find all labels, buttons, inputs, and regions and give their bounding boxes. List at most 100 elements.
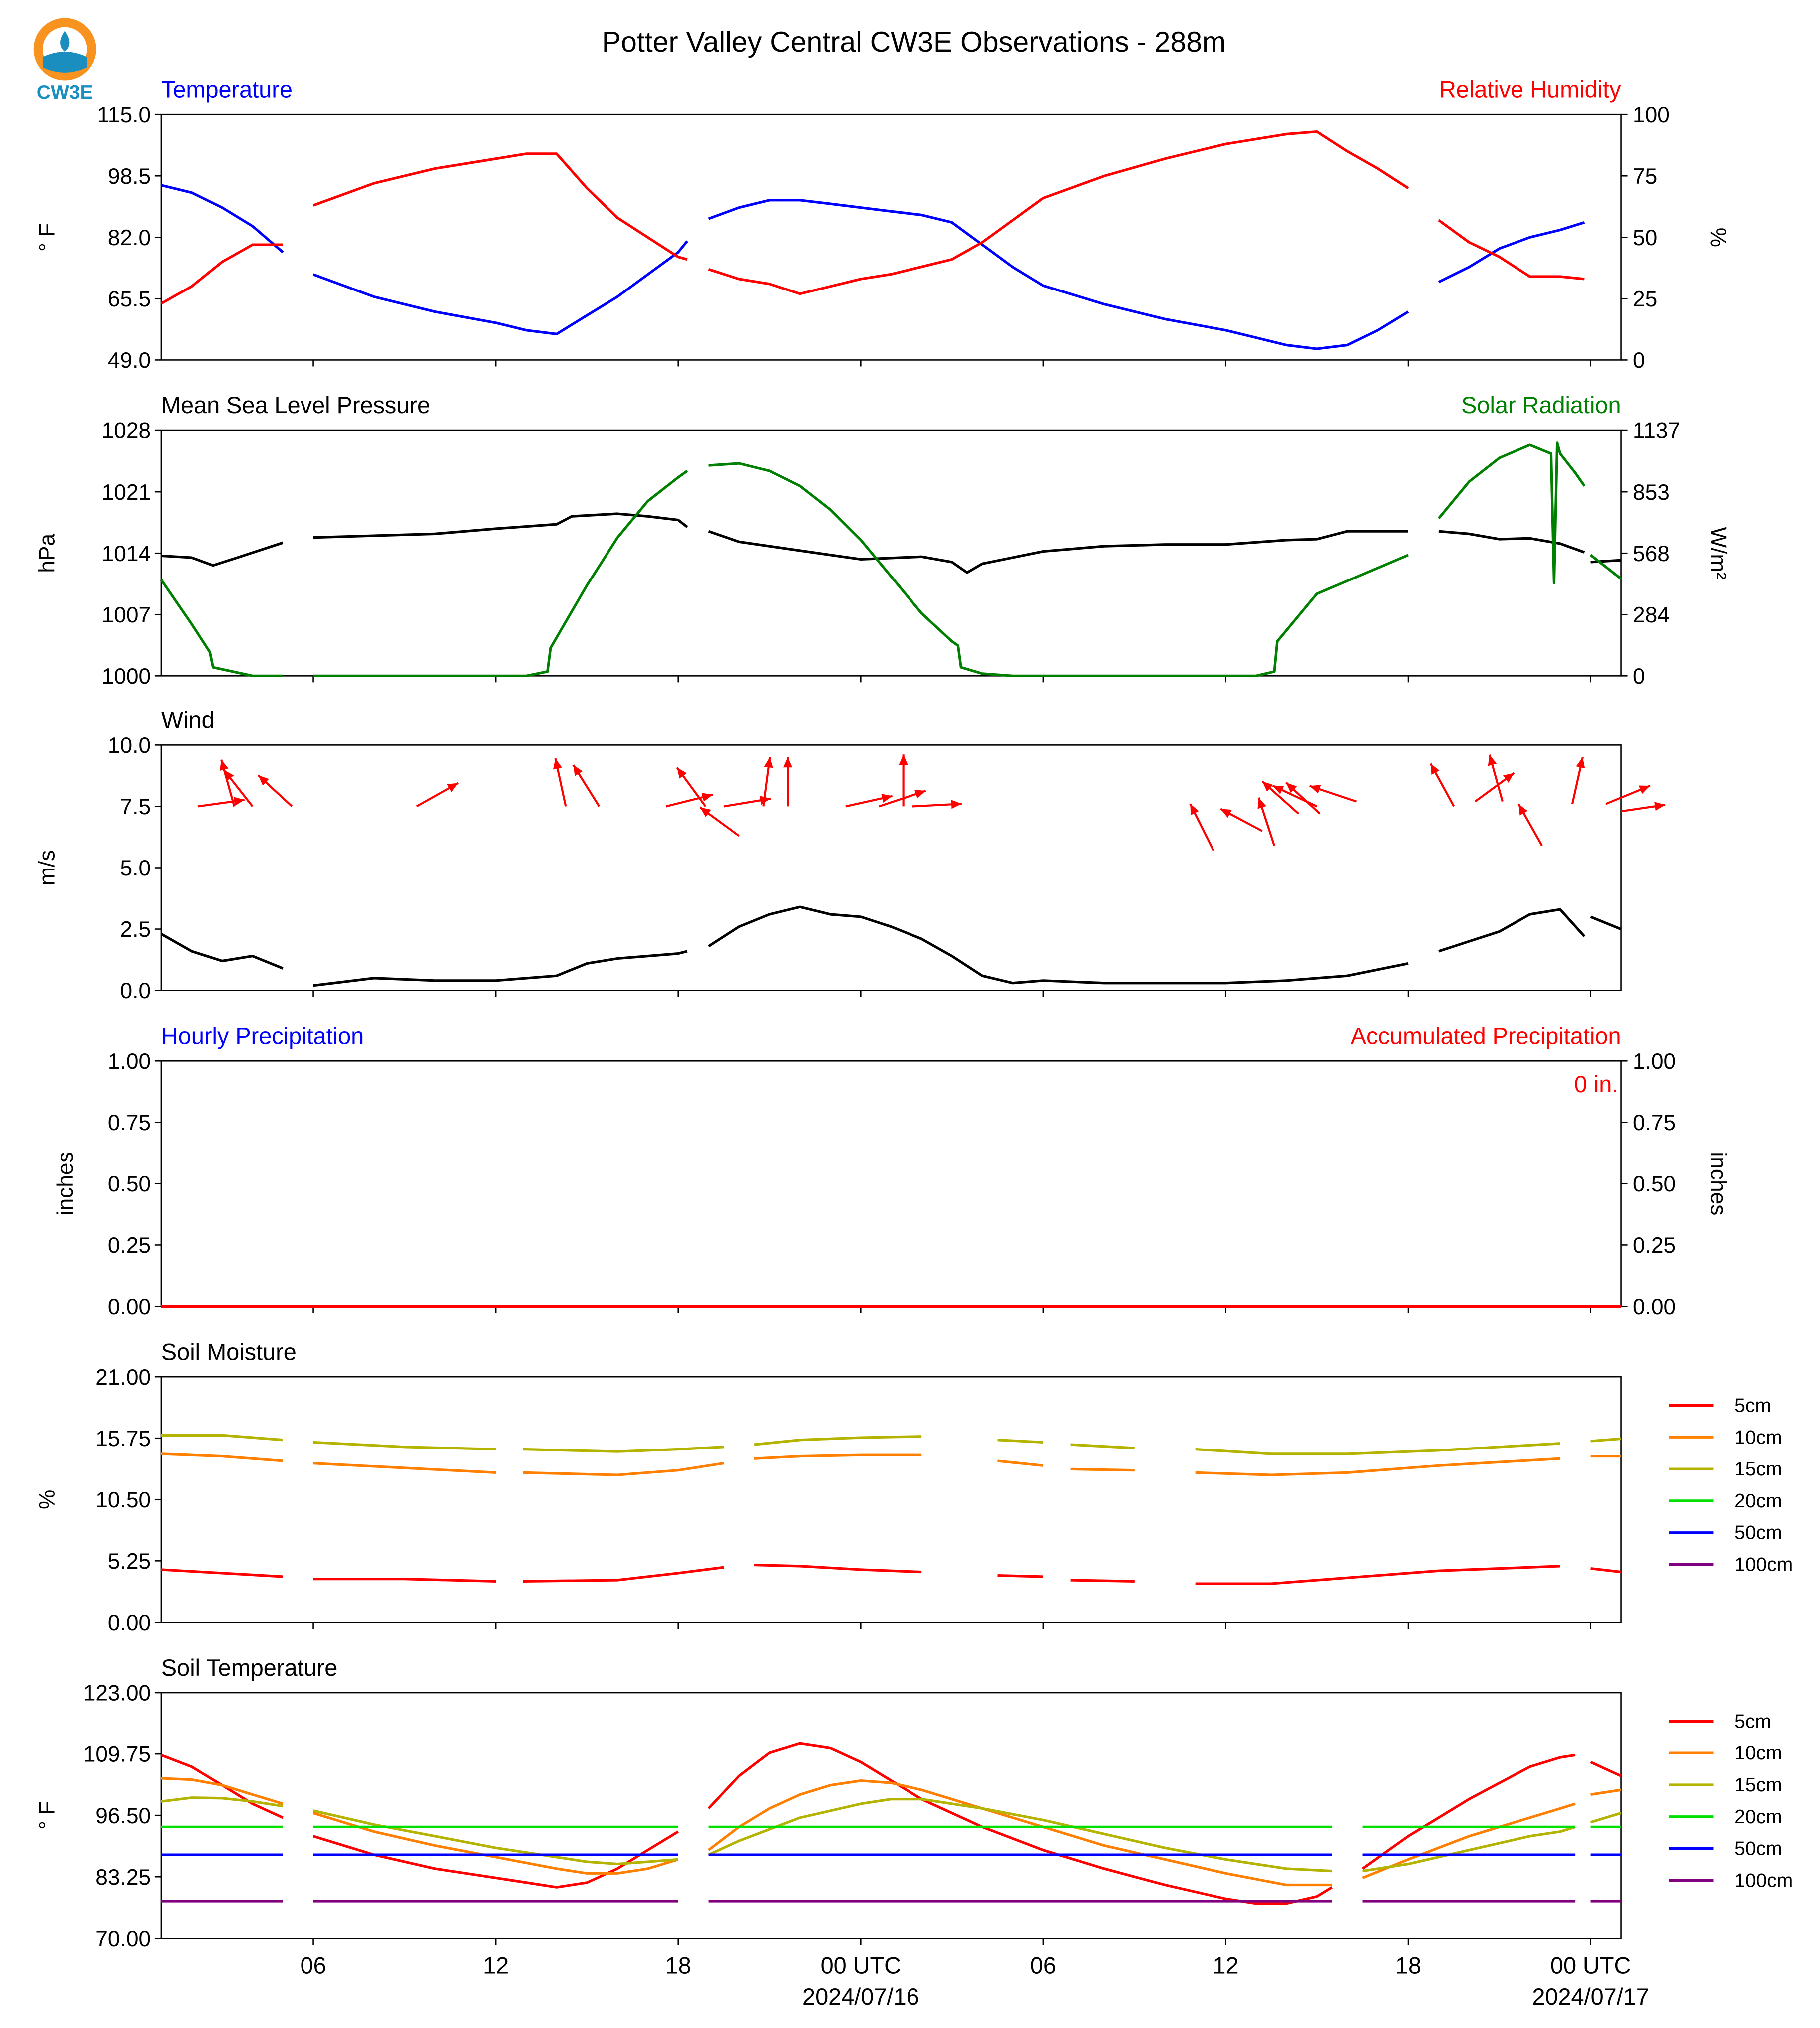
logo-drop — [60, 31, 70, 52]
y-tick-label: 70.00 — [95, 1927, 151, 1951]
y-tick-label: 49.0 — [108, 348, 151, 373]
y2-tick-label: 1137 — [1633, 419, 1680, 443]
y-tick-label: 21.00 — [95, 1365, 151, 1390]
y2-axis-label: inches — [1706, 1152, 1730, 1215]
series-15cm — [161, 1796, 1622, 1873]
y2-tick-label: 0 — [1633, 348, 1645, 373]
figure-title: Potter Valley Central CW3E Observations … — [602, 26, 1226, 58]
series-temperature — [161, 185, 1621, 349]
y-tick-label: 15.75 — [95, 1427, 151, 1451]
x-date-label: 2024/07/16 — [802, 1984, 919, 2010]
panel-title-left: Wind — [161, 707, 215, 733]
y-axis-label: ° F — [35, 223, 59, 252]
cw3e-logo: CW3E — [33, 18, 96, 103]
y2-axis-label: % — [1706, 228, 1730, 247]
series-10cm — [161, 1777, 1621, 1887]
wind-arrow-head — [899, 754, 908, 765]
accumulation-annotation: 0 in. — [1574, 1071, 1619, 1097]
x-tick-label: 00 UTC — [1550, 1953, 1631, 1979]
panel-title-left: Hourly Precipitation — [161, 1023, 364, 1049]
y2-tick-label: 284 — [1633, 603, 1670, 627]
legend-label: 100cm — [1734, 1870, 1793, 1891]
y-tick-label: 5.0 — [120, 856, 151, 880]
wind-arrow-head — [700, 807, 711, 817]
panel-precip: 0.00 0.25 0.50 0.75 1.00 0.00 0.25 0.50 0.75 1.00… — [53, 1023, 1730, 1319]
wind-arrow-head — [1430, 763, 1440, 775]
y-tick-label: 83.25 — [95, 1865, 151, 1890]
y-tick-label: 0.0 — [120, 979, 151, 1003]
plot-frame — [160, 1376, 1622, 1623]
wind-arrow-head — [1220, 809, 1232, 818]
y-tick-label: 0.00 — [108, 1295, 151, 1319]
y-tick-label: 1.00 — [108, 1049, 151, 1074]
x-tick-label: 06 — [301, 1953, 326, 1979]
legend-label: 15cm — [1734, 1458, 1782, 1480]
series-wind — [160, 905, 1622, 987]
y-tick-label: 65.5 — [108, 287, 151, 311]
wind-arrow-head — [1190, 804, 1199, 815]
y-tick-label: 115.0 — [97, 103, 151, 127]
y-tick-label: 1014 — [102, 542, 151, 566]
y-tick-label: 98.5 — [108, 164, 151, 189]
series-mean-sea-level-pressure — [161, 512, 1621, 574]
wind-arrow-head — [1309, 785, 1321, 794]
wind-arrow-head — [951, 800, 962, 809]
y-tick-label: 0.25 — [108, 1233, 151, 1258]
panel-title-right: Solar Radiation — [1461, 392, 1621, 418]
y-tick-label: 1028 — [102, 419, 151, 443]
legend-label: 5cm — [1734, 1395, 1771, 1416]
y2-tick-label: 0.00 — [1633, 1295, 1676, 1319]
y-axis-label: hPa — [35, 533, 59, 573]
wind-arrow-head — [233, 797, 245, 806]
plot-frame — [160, 1060, 1622, 1307]
y2-tick-label: 0.75 — [1633, 1111, 1676, 1135]
legend-label: 5cm — [1734, 1711, 1771, 1732]
legend-label: 50cm — [1734, 1838, 1782, 1860]
wind-arrow-head — [1257, 797, 1266, 809]
y-tick-label: 96.50 — [95, 1804, 151, 1828]
wind-arrow-head — [258, 775, 269, 786]
y-tick-label: 5.25 — [108, 1549, 151, 1574]
y2-tick-label: 100 — [1633, 103, 1670, 127]
panel-wind: 0.0 2.5 5.0 7.5 10.0 m/s Wind — [35, 707, 1666, 1003]
y-tick-label: 10.50 — [95, 1488, 151, 1512]
panel-title-right: Accumulated Precipitation — [1351, 1023, 1621, 1049]
wind-arrow-head — [1272, 785, 1284, 794]
y2-tick-label: 0 — [1633, 664, 1645, 689]
x-tick-label: 06 — [1030, 1953, 1056, 1979]
legend-label: 100cm — [1734, 1554, 1793, 1576]
series-solar-radiation — [160, 441, 1622, 677]
panel-soil_moisture: 0.00 5.25 10.50 15.75 21.00% Soil Moisture 5cm… — [35, 1339, 1793, 1635]
legend-label: 15cm — [1734, 1774, 1782, 1796]
y2-tick-label: 1.00 — [1633, 1049, 1676, 1074]
wind-arrow-head — [1262, 781, 1273, 792]
y2-tick-label: 50 — [1633, 226, 1657, 250]
wind-arrow-head — [1286, 782, 1297, 793]
panel-title-left: Mean Sea Level Pressure — [161, 392, 430, 418]
y-tick-label: 7.5 — [120, 795, 151, 819]
legend-label: 10cm — [1734, 1427, 1782, 1448]
plot-frame — [160, 113, 1622, 361]
x-tick-label: 18 — [1395, 1953, 1421, 1979]
panel-title-right: Relative Humidity — [1439, 76, 1621, 102]
wind-arrow-head — [783, 757, 793, 768]
wind-arrow-head — [447, 783, 459, 792]
wind-arrow-head — [553, 758, 562, 770]
shared-x-axis: 06 12 18 00 UTC 06 12 18 00 UTC 2024/07/16 2024/0… — [301, 1953, 1649, 2010]
wind-arrow-head — [677, 767, 687, 779]
x-tick-label: 00 UTC — [821, 1953, 901, 1979]
x-tick-label: 12 — [483, 1953, 509, 1979]
y-tick-label: 1021 — [102, 480, 151, 505]
wind-arrow-head — [701, 793, 713, 802]
legend-label: 20cm — [1734, 1806, 1782, 1828]
plot-frame — [160, 744, 1622, 991]
panel-title-left: Soil Moisture — [161, 1339, 297, 1365]
wind-arrow-head — [1638, 785, 1650, 794]
y-tick-label: 10.0 — [108, 733, 151, 758]
y-axis-label: % — [35, 1490, 59, 1509]
y-axis-label: m/s — [35, 850, 59, 885]
y-tick-label: 2.5 — [120, 917, 151, 942]
y-tick-label: 1000 — [102, 664, 151, 689]
legend-label: 10cm — [1734, 1742, 1782, 1764]
